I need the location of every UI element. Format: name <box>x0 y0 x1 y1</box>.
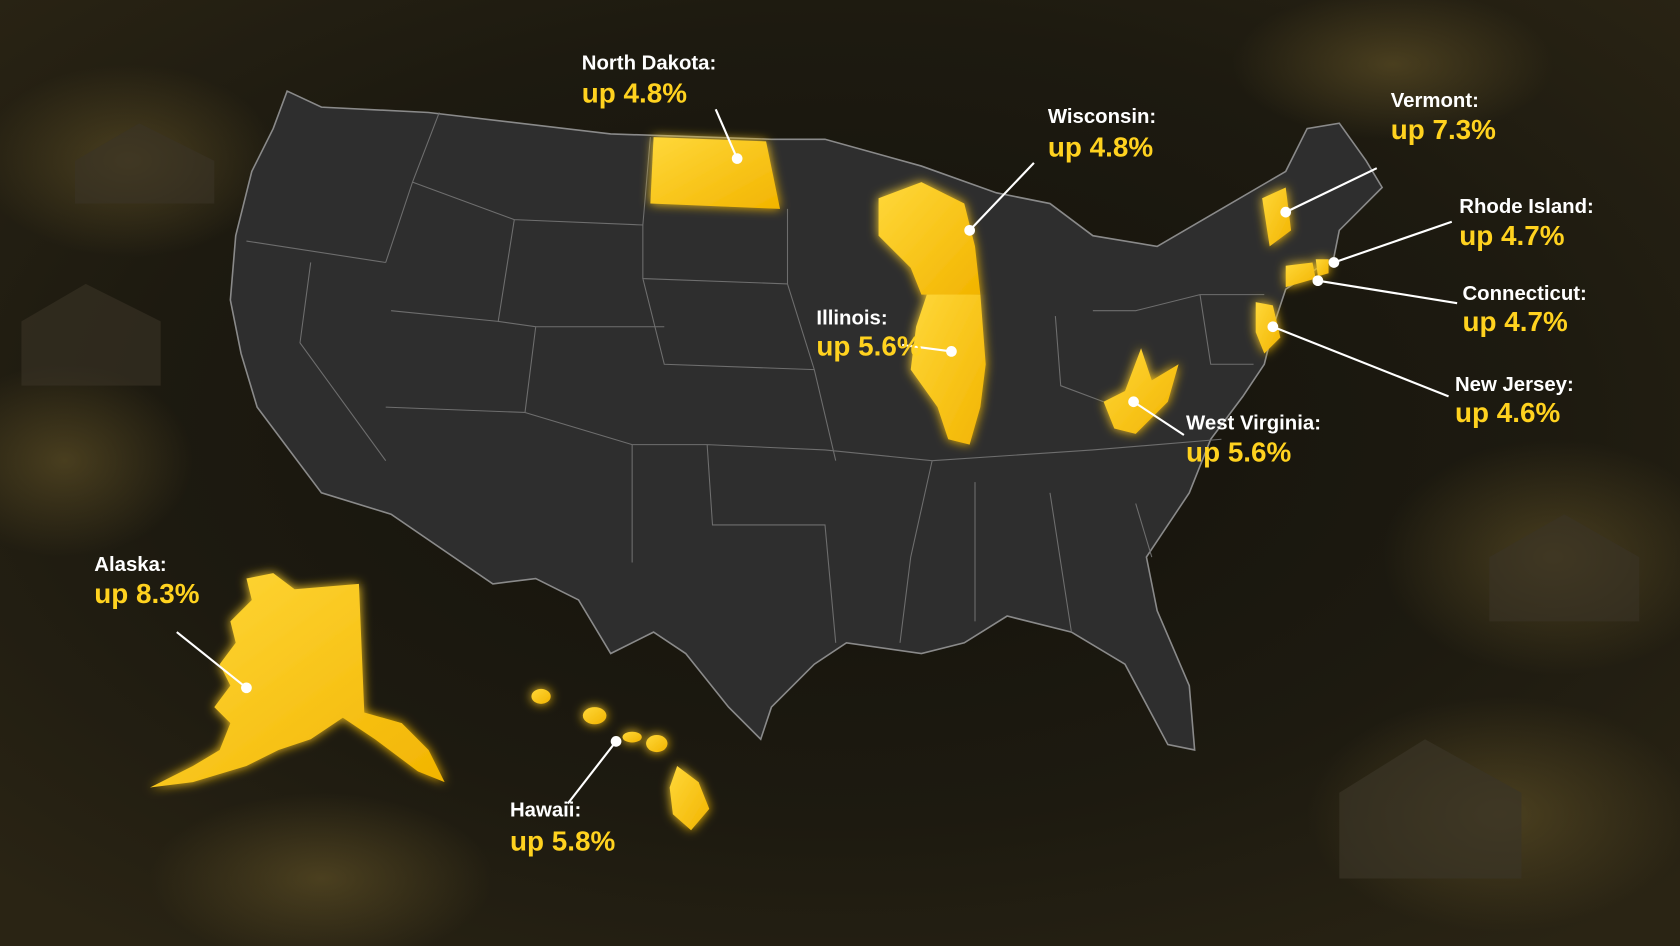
marker-dot <box>241 682 252 694</box>
marker-dot <box>1267 321 1279 333</box>
state-change: up 7.3% <box>1391 114 1496 145</box>
marker-dot <box>964 224 975 236</box>
state-name: New Jersey: <box>1455 374 1574 396</box>
leader-line <box>176 631 248 689</box>
state-change: up 5.8% <box>510 826 615 857</box>
marker-dot <box>1328 257 1340 268</box>
leader-line <box>968 162 1035 232</box>
state-name: North Dakota: <box>582 53 717 75</box>
state-change: up 4.8% <box>582 78 687 109</box>
marker-dot <box>731 153 743 164</box>
state-name: Illinois: <box>816 308 887 330</box>
state-name: Vermont: <box>1391 90 1479 112</box>
leader-line <box>1317 279 1458 305</box>
state-change: up 4.6% <box>1455 397 1560 428</box>
state-name: West Virginia: <box>1186 413 1321 435</box>
state-change: up 4.7% <box>1463 306 1568 337</box>
state-change: up 4.7% <box>1459 220 1564 251</box>
marker-dot <box>946 346 957 357</box>
leader-line <box>1333 220 1453 264</box>
state-name: Rhode Island: <box>1459 196 1594 218</box>
state-borders <box>246 112 1265 643</box>
leader-line <box>567 740 617 805</box>
leader-line <box>1132 400 1185 436</box>
state-name: Alaska: <box>94 554 166 576</box>
state-change: up 5.6% <box>1186 437 1291 468</box>
marker-dot <box>1128 396 1139 408</box>
alaska <box>150 573 445 788</box>
state-name: Hawaii: <box>510 799 581 821</box>
marker-dot <box>1312 275 1324 287</box>
state-name: Wisconsin: <box>1048 106 1156 128</box>
contiguous-us <box>229 89 1384 751</box>
leader-line <box>902 343 952 353</box>
highlighted-states <box>650 137 1329 445</box>
marker-dot <box>1280 206 1292 218</box>
leader-line <box>714 108 739 159</box>
leader-line <box>1285 167 1378 214</box>
marker-dot <box>610 736 622 747</box>
state-name: Connecticut: <box>1463 283 1587 305</box>
state-change: up 5.6% <box>816 331 921 362</box>
state-change: up 4.8% <box>1048 131 1153 162</box>
state-change: up 8.3% <box>94 578 199 609</box>
us-map <box>150 89 1384 831</box>
leader-line <box>1272 325 1449 398</box>
hawaii <box>531 688 710 831</box>
